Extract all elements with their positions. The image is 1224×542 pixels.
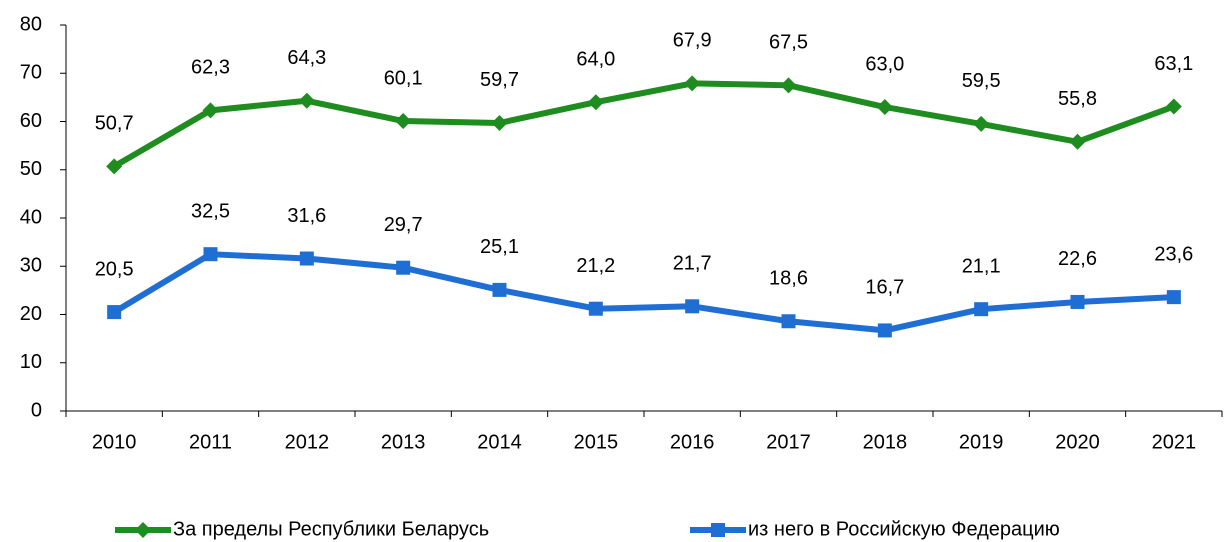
data-label: 32,5	[191, 200, 230, 222]
x-tick-label: 2021	[1152, 431, 1197, 453]
data-point	[491, 114, 508, 131]
data-label: 23,6	[1154, 243, 1193, 265]
y-tick-label: 40	[20, 206, 42, 228]
data-point	[876, 99, 893, 116]
data-point	[973, 115, 990, 132]
data-label: 63,1	[1154, 53, 1193, 75]
data-point	[1165, 98, 1182, 115]
data-label: 21,2	[576, 255, 615, 277]
data-label: 64,0	[576, 48, 615, 70]
y-tick-label: 80	[20, 13, 42, 35]
data-label: 67,5	[769, 32, 808, 54]
legend-label: из него в Российскую Федерацию	[748, 518, 1060, 540]
data-label: 64,3	[287, 47, 326, 69]
data-point	[395, 113, 412, 130]
data-label: 18,6	[769, 268, 808, 290]
data-label: 20,5	[95, 258, 134, 280]
legend-marker	[711, 523, 725, 537]
x-tick-label: 2014	[477, 431, 522, 453]
y-tick-label: 50	[20, 158, 42, 180]
x-tick-label: 2017	[766, 431, 811, 453]
x-tick-label: 2016	[670, 431, 715, 453]
data-point	[107, 305, 122, 320]
x-tick-label: 2011	[189, 431, 232, 453]
data-point	[492, 282, 507, 297]
data-label: 60,1	[384, 67, 423, 89]
data-point	[106, 158, 123, 175]
data-label: 63,0	[865, 53, 904, 75]
x-tick-label: 2013	[381, 431, 426, 453]
x-tick-label: 2012	[285, 431, 330, 453]
data-point	[1070, 294, 1085, 309]
data-point	[587, 94, 604, 111]
data-label: 16,7	[865, 277, 904, 299]
data-label: 21,7	[673, 253, 712, 275]
data-label: 22,6	[1058, 248, 1097, 270]
data-label: 59,5	[962, 70, 1001, 92]
data-label: 50,7	[95, 113, 134, 135]
x-tick-label: 2018	[863, 431, 908, 453]
y-tick-label: 70	[20, 62, 42, 84]
y-tick-label: 20	[20, 303, 42, 325]
series-line	[112, 80, 1175, 169]
data-point	[298, 92, 315, 109]
x-tick-label: 2015	[574, 431, 619, 453]
data-label: 62,3	[191, 57, 230, 79]
data-point	[780, 77, 797, 94]
data-label: 55,8	[1058, 88, 1097, 110]
data-label: 67,9	[673, 30, 712, 52]
y-tick-label: 30	[20, 255, 42, 277]
legend-label: За пределы Республики Беларусь	[173, 518, 489, 540]
data-point	[684, 75, 701, 92]
data-label: 21,1	[962, 255, 1001, 277]
y-tick-label: 60	[20, 110, 42, 132]
data-point	[299, 251, 314, 266]
data-point	[781, 314, 796, 329]
data-label: 31,6	[287, 205, 326, 227]
data-point	[396, 260, 411, 275]
data-point	[685, 299, 700, 314]
data-point	[588, 301, 603, 316]
data-point	[877, 323, 892, 338]
data-point	[202, 102, 219, 119]
y-tick-label: 0	[31, 399, 42, 421]
data-label: 25,1	[480, 236, 519, 258]
y-tick-label: 10	[20, 351, 42, 373]
data-point	[1166, 290, 1181, 305]
x-tick-label: 2020	[1055, 431, 1100, 453]
data-point	[974, 302, 989, 317]
series-line	[112, 251, 1174, 334]
data-point	[203, 247, 218, 262]
x-tick-label: 2010	[92, 431, 137, 453]
data-label: 59,7	[480, 69, 519, 91]
legend-marker	[135, 522, 151, 538]
x-tick-label: 2019	[959, 431, 1004, 453]
data-label: 29,7	[384, 214, 423, 236]
data-point	[1069, 133, 1086, 150]
